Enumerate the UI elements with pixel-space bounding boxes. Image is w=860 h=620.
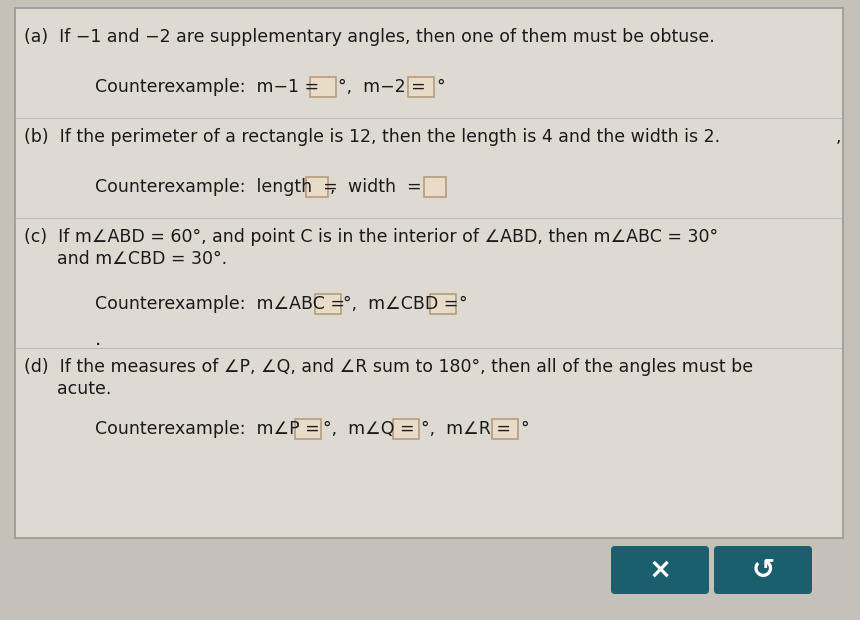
FancyBboxPatch shape: [306, 177, 328, 197]
Text: °: °: [458, 295, 467, 313]
Text: .: .: [95, 330, 101, 349]
Text: Counterexample:  m∠ABC =: Counterexample: m∠ABC =: [95, 295, 351, 313]
FancyBboxPatch shape: [408, 77, 434, 97]
Text: ↺: ↺: [752, 556, 775, 584]
FancyBboxPatch shape: [310, 77, 336, 97]
FancyBboxPatch shape: [393, 419, 419, 439]
Text: and m∠CBD = 30°.: and m∠CBD = 30°.: [24, 250, 227, 268]
Text: °,  m∠Q =: °, m∠Q =: [323, 420, 421, 438]
FancyBboxPatch shape: [430, 294, 456, 314]
Text: Counterexample:  length  =: Counterexample: length =: [95, 178, 343, 196]
FancyBboxPatch shape: [15, 8, 843, 538]
FancyBboxPatch shape: [714, 546, 812, 594]
FancyBboxPatch shape: [424, 177, 446, 197]
Text: °: °: [520, 420, 529, 438]
Text: (d)  If the measures of ∠P, ∠Q, and ∠R sum to 180°, then all of the angles must : (d) If the measures of ∠P, ∠Q, and ∠R su…: [24, 358, 753, 376]
Text: ,: ,: [330, 178, 335, 196]
Text: (a)  If −1 and −2 are supplementary angles, then one of them must be obtuse.: (a) If −1 and −2 are supplementary angle…: [24, 28, 715, 46]
Text: °,  m∠CBD =: °, m∠CBD =: [343, 295, 464, 313]
Text: ,: ,: [836, 128, 841, 146]
Text: width  =: width =: [348, 178, 427, 196]
Text: Counterexample:  m−1 =: Counterexample: m−1 =: [95, 78, 324, 96]
Text: (b)  If the perimeter of a rectangle is 12, then the length is 4 and the width i: (b) If the perimeter of a rectangle is 1…: [24, 128, 720, 146]
FancyBboxPatch shape: [492, 419, 518, 439]
FancyBboxPatch shape: [315, 294, 341, 314]
Text: (c)  If m∠ABD = 60°, and point C is in the interior of ∠ABD, then m∠ABC = 30°: (c) If m∠ABD = 60°, and point C is in th…: [24, 228, 718, 246]
Text: °,  m∠R =: °, m∠R =: [421, 420, 517, 438]
Text: °: °: [436, 78, 445, 96]
Text: ×: ×: [648, 556, 672, 584]
Text: acute.: acute.: [24, 380, 112, 398]
Text: °,  m−2 =: °, m−2 =: [338, 78, 431, 96]
FancyBboxPatch shape: [611, 546, 709, 594]
Text: Counterexample:  m∠P =: Counterexample: m∠P =: [95, 420, 325, 438]
FancyBboxPatch shape: [295, 419, 321, 439]
